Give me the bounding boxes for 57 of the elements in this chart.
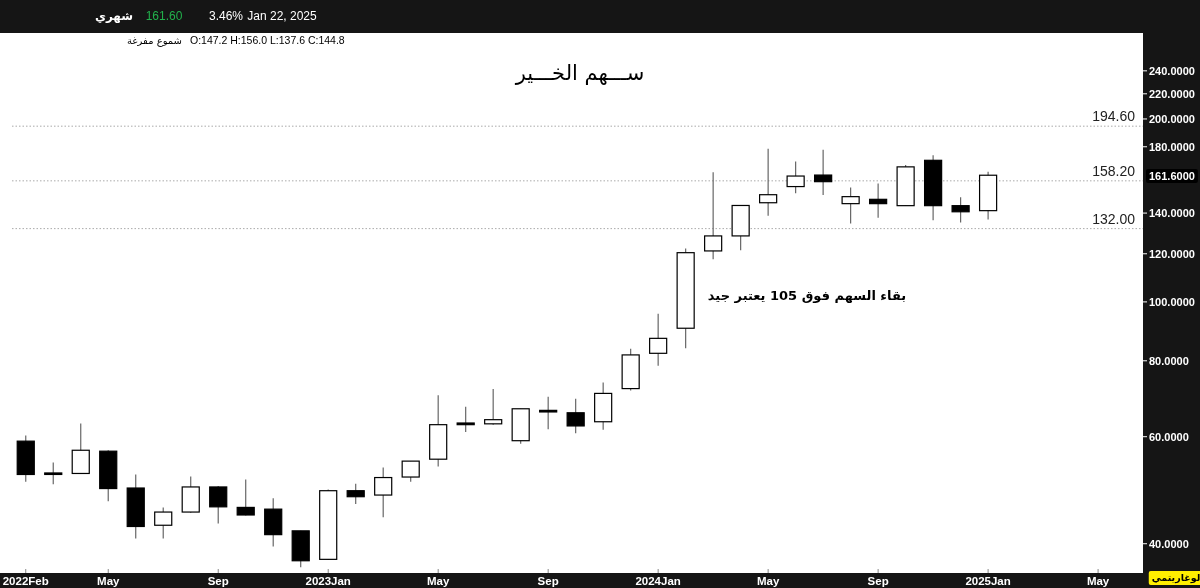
annotation: 3.46%	[209, 9, 243, 23]
annotation: 161.6000	[1146, 169, 1198, 183]
annotation: 161.60	[145, 9, 183, 23]
y-tick-label: 180.0000	[1149, 140, 1195, 153]
y-tick-label: 200.0000	[1149, 112, 1195, 125]
candlestick	[484, 388, 503, 426]
y-tick-label: 80.0000	[1149, 354, 1189, 367]
x-tick-label: 2023Jan	[305, 575, 351, 587]
annotation: بقاء السهم فوق 105 يعتبر جيد	[707, 288, 907, 303]
candlestick	[236, 479, 255, 517]
ref-line-label: 194.60	[1092, 108, 1136, 125]
candlestick	[649, 313, 668, 367]
x-tick-label: May	[97, 575, 121, 587]
candlestick	[539, 396, 558, 430]
candlestick	[154, 506, 173, 540]
candlestick	[786, 160, 805, 194]
candlestick	[759, 148, 778, 217]
ref-line-label: 158.20	[1092, 162, 1136, 179]
candlestick	[401, 460, 420, 483]
x-tick-label: 2022Feb	[2, 575, 49, 587]
y-tick-label: 220.0000	[1149, 87, 1195, 100]
x-tick-label: May	[756, 575, 780, 587]
x-tick-label: 2025Jan	[965, 575, 1011, 587]
y-tick-label: 240.0000	[1149, 64, 1195, 77]
candlestick	[566, 398, 585, 434]
y-tick-label: 60.0000	[1149, 430, 1189, 443]
candlestick	[704, 171, 723, 260]
candlestick	[209, 485, 228, 525]
candlestick	[869, 182, 888, 219]
candlestick	[841, 187, 860, 225]
x-tick-label: Sep	[207, 575, 229, 587]
candlestick	[71, 422, 90, 475]
ref-line: 194.60	[11, 108, 1144, 127]
y-tick-label: 40.0000	[1149, 537, 1189, 550]
y-tick-label: 120.0000	[1149, 247, 1195, 260]
y-tick-label: 100.0000	[1149, 295, 1195, 308]
x-tick-label: Sep	[867, 575, 889, 587]
annotation: لوغاريتمي	[1148, 571, 1200, 585]
annotation: شموع مفرغة	[127, 35, 182, 46]
candlestick	[456, 406, 475, 433]
annotation: O:147.2 H:156.0 L:137.6 C:144.8	[190, 34, 345, 46]
candlestick	[374, 466, 393, 518]
candlestick	[346, 483, 365, 505]
ref-line: 132.00	[11, 210, 1144, 230]
x-tick-label: Sep	[537, 575, 559, 587]
candlestick	[44, 461, 63, 485]
ref-line: 158.20	[11, 162, 1144, 182]
x-tick-label: May	[427, 575, 450, 587]
annotation: شهري	[94, 9, 134, 23]
annotation: Jan 22, 2025	[247, 9, 317, 23]
ref-line-label: 132.00	[1092, 210, 1136, 227]
x-tick-label: 2024Jan	[635, 575, 681, 587]
y-tick-label: 140.0000	[1149, 207, 1195, 220]
candlestick	[814, 149, 833, 196]
x-tick-label: May	[1086, 575, 1110, 587]
text: ســـهم الخـــير	[514, 61, 645, 86]
candlestick	[951, 196, 970, 224]
